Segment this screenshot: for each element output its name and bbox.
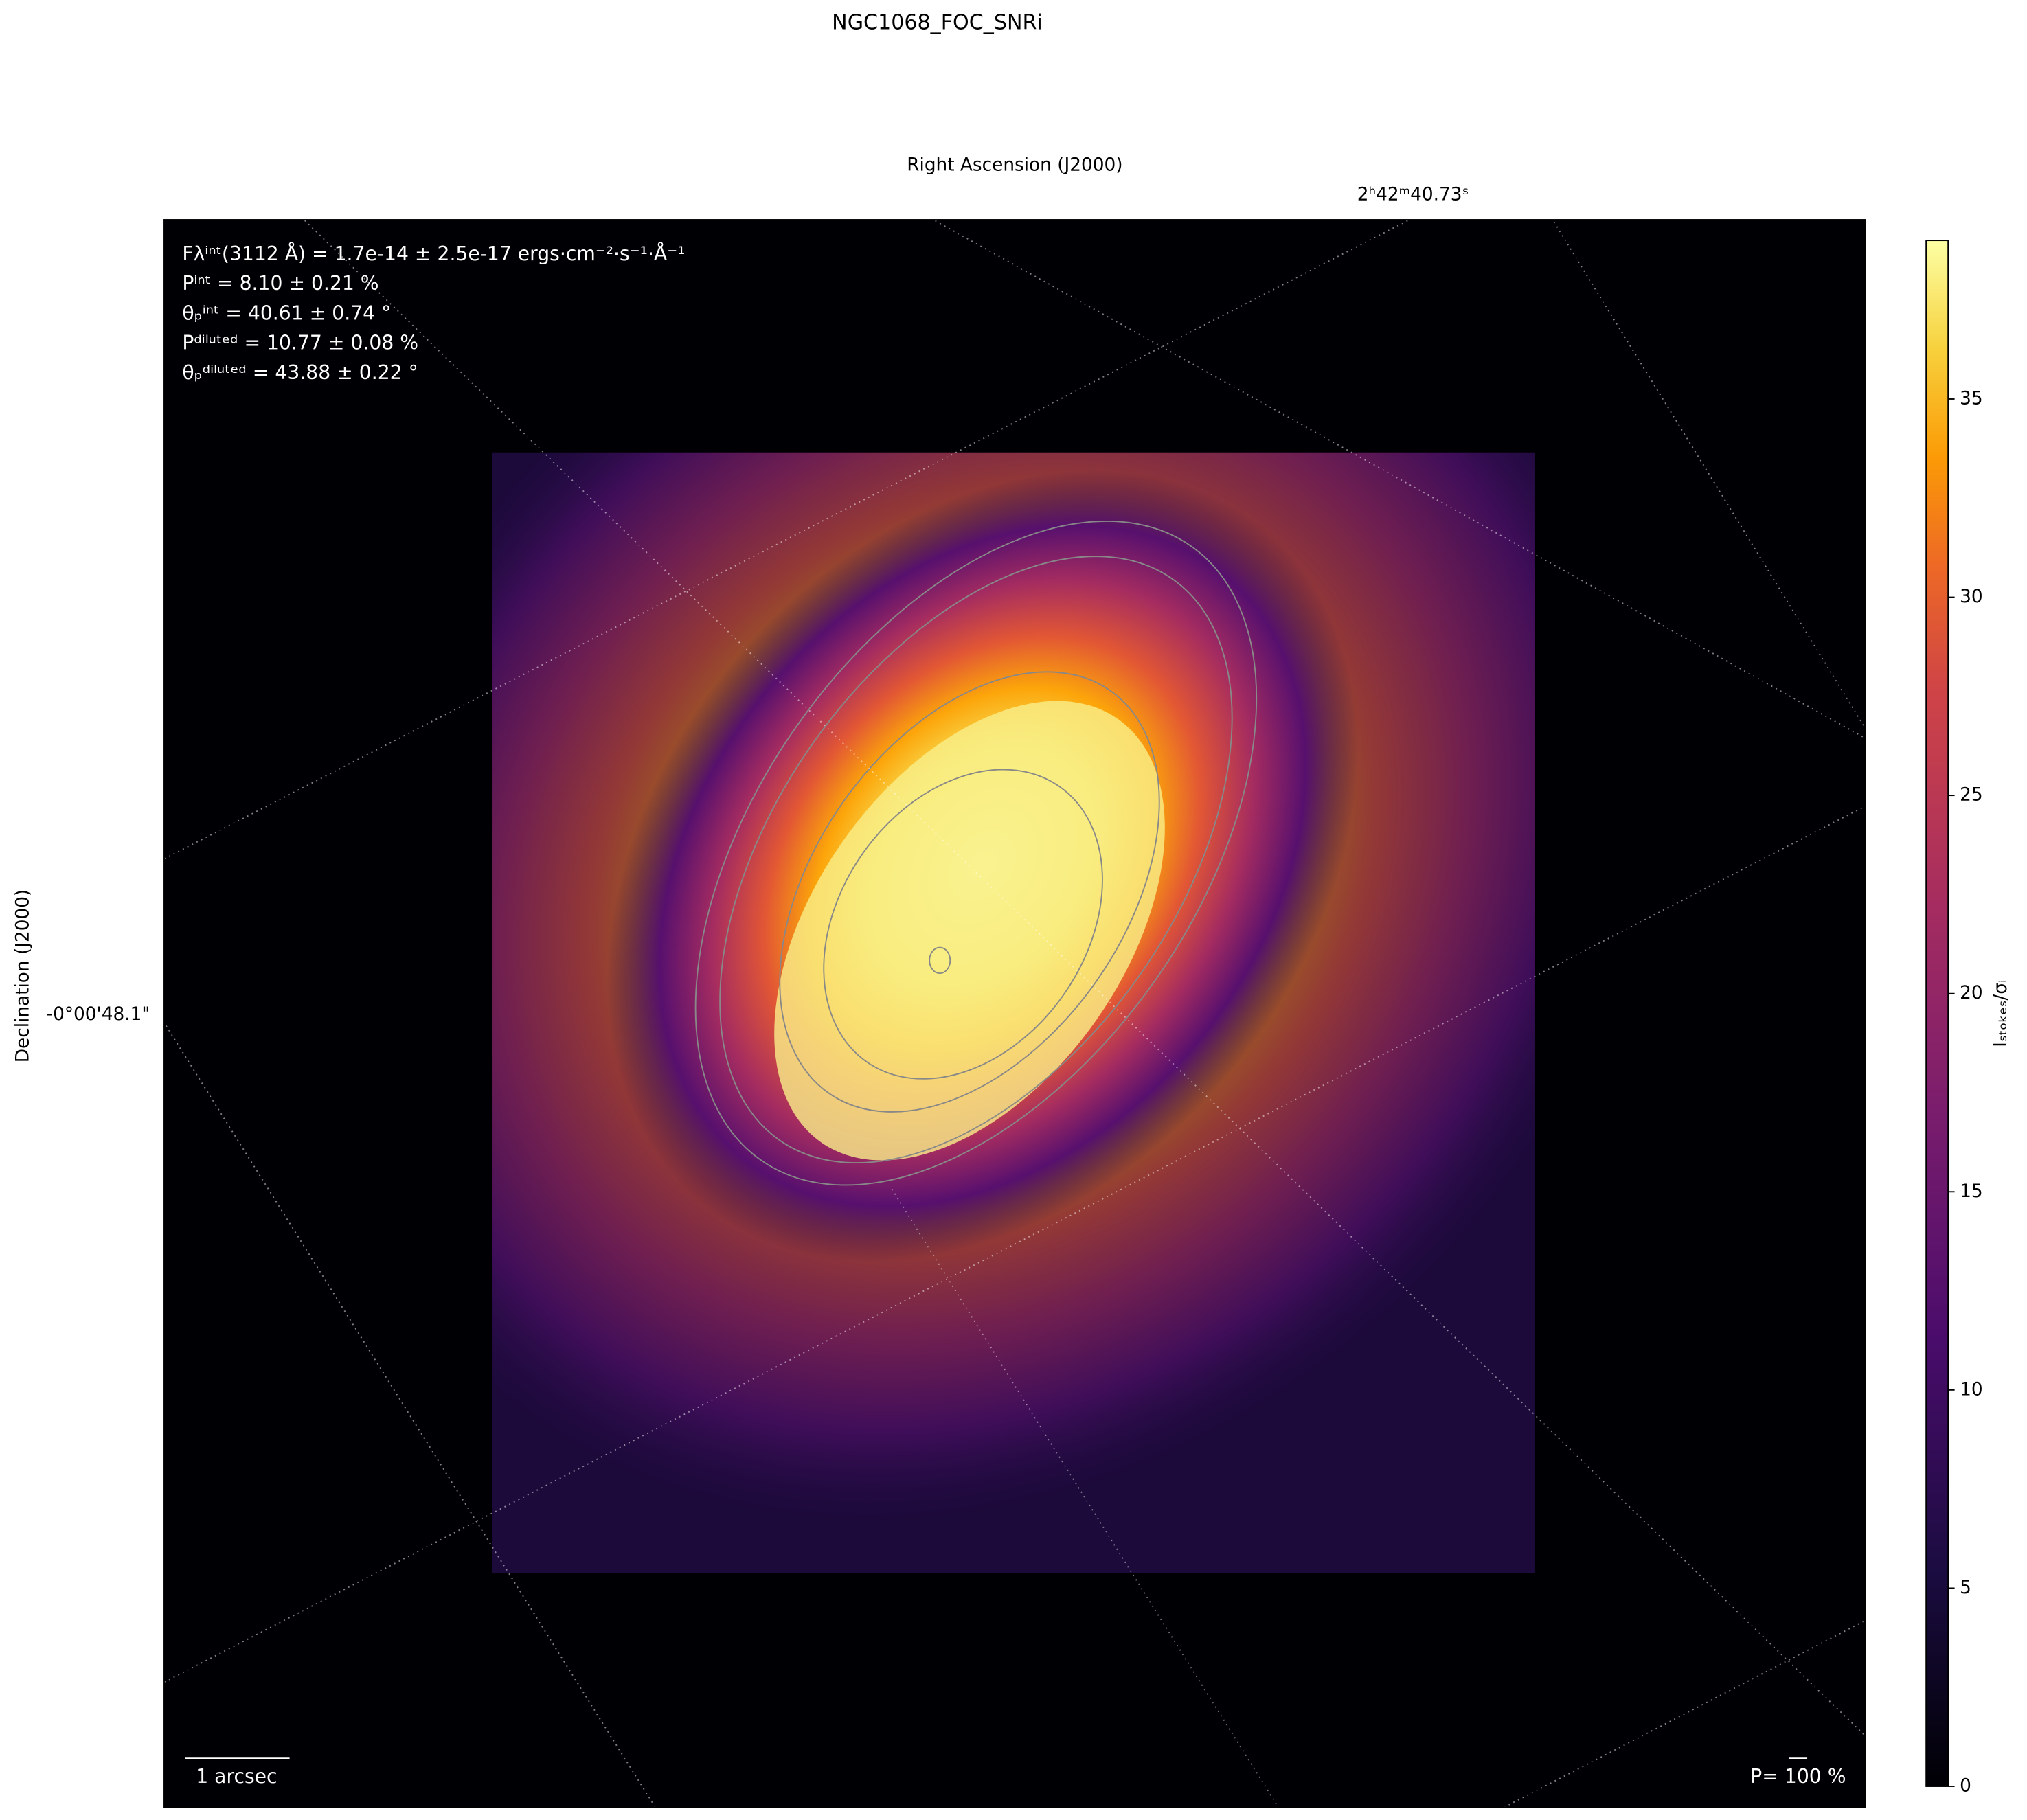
annotation: θₚᵈⁱˡᵘᵗᵉᵈ = 43.88 ± 0.22 ° [182, 361, 418, 384]
annotation: Pⁱⁿᵗ = 8.10 ± 0.21 % [182, 272, 378, 295]
colorbar-tick-label: 15 [1960, 1181, 1983, 1202]
y-tick-label: -0°00'48.1" [47, 1004, 150, 1025]
annotations: Fλⁱⁿᵗ(3112 Å) = 1.7e-14 ± 2.5e-17 ergs·c… [182, 242, 685, 384]
colorbar-tick-label: 0 [1960, 1776, 1971, 1797]
scale-bar-label: 1 arcsec [196, 1765, 277, 1788]
colorbar-tick-label: 25 [1960, 785, 1983, 806]
vector-scale-label: P= 100 % [1750, 1765, 1846, 1788]
coordinate-grid [164, 220, 1866, 1808]
chart-title: NGC1068_FOC_SNRi [832, 10, 1043, 34]
contours [694, 520, 1258, 1186]
colorbar [1925, 240, 1949, 1787]
colorbar-tick-label: 20 [1960, 983, 1983, 1003]
x-axis-label: Right Ascension (J2000) [907, 155, 1122, 175]
colorbar-tick-label: 30 [1960, 587, 1983, 607]
annotation: θₚⁱⁿᵗ = 40.61 ± 0.74 ° [182, 302, 391, 324]
x-tick-label: 2ʰ42ᵐ40.73ˢ [1357, 185, 1469, 205]
image [164, 220, 1866, 1808]
colorbar-label: Iₛₜₒₖₑₛ/σᵢ [1991, 979, 2011, 1047]
axes-frame [163, 219, 1866, 1808]
colorbar-ticks: 0 5 10 15 20 25 30 35 [1948, 388, 1983, 1797]
annotation: Fλⁱⁿᵗ(3112 Å) = 1.7e-14 ± 2.5e-17 ergs·c… [182, 242, 685, 265]
annotation: Pᵈⁱˡᵘᵗᵉᵈ = 10.77 ± 0.08 % [182, 332, 418, 354]
colorbar-tick-label: 35 [1960, 388, 1983, 409]
colorbar-tick-label: 5 [1960, 1578, 1971, 1598]
colorbar-tick-label: 10 [1960, 1379, 1983, 1400]
y-axis-label: Declination (J2000) [12, 889, 33, 1063]
